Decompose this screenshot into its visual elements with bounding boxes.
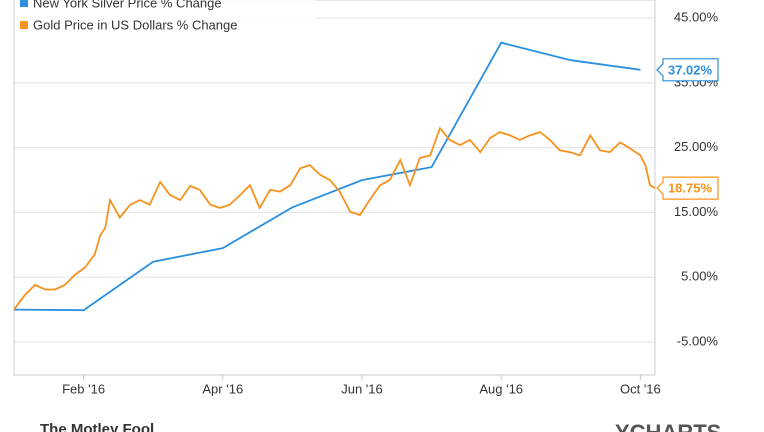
end-label-text: 37.02% — [668, 62, 713, 77]
x-tick-label: Aug '16 — [479, 381, 523, 396]
credit-right: YCHARTS — [615, 420, 721, 432]
x-tick-label: Jun '16 — [341, 381, 383, 396]
end-label: 37.02% — [656, 58, 719, 82]
y-tick-label: 45.00% — [674, 10, 719, 25]
y-tick-label: 25.00% — [674, 139, 719, 154]
series-line — [13, 126, 656, 311]
series-line — [13, 41, 641, 312]
x-tick-label: Apr '16 — [202, 381, 243, 396]
end-label-box — [656, 58, 719, 82]
legend: New York Silver Price % Change Gold Price… — [15, 0, 315, 38]
legend-label: Gold Price in US Dollars % Change — [33, 17, 237, 32]
y-tick-label: 15.00% — [674, 204, 719, 219]
credit-left: The Motley Fool — [40, 421, 154, 432]
legend-label: New York Silver Price % Change — [33, 0, 222, 10]
legend-box — [15, 0, 315, 38]
y-tick-label: -5.00% — [677, 333, 719, 348]
legend-swatch — [20, 21, 28, 29]
legend-swatch — [20, 0, 28, 7]
end-label-box — [656, 176, 719, 200]
x-tick-label: Oct '16 — [620, 381, 661, 396]
end-label-text: 18.75% — [668, 181, 713, 196]
end-label: 18.75% — [656, 176, 719, 200]
x-tick-label: Feb '16 — [62, 381, 105, 396]
y-tick-label: 5.00% — [681, 269, 718, 284]
